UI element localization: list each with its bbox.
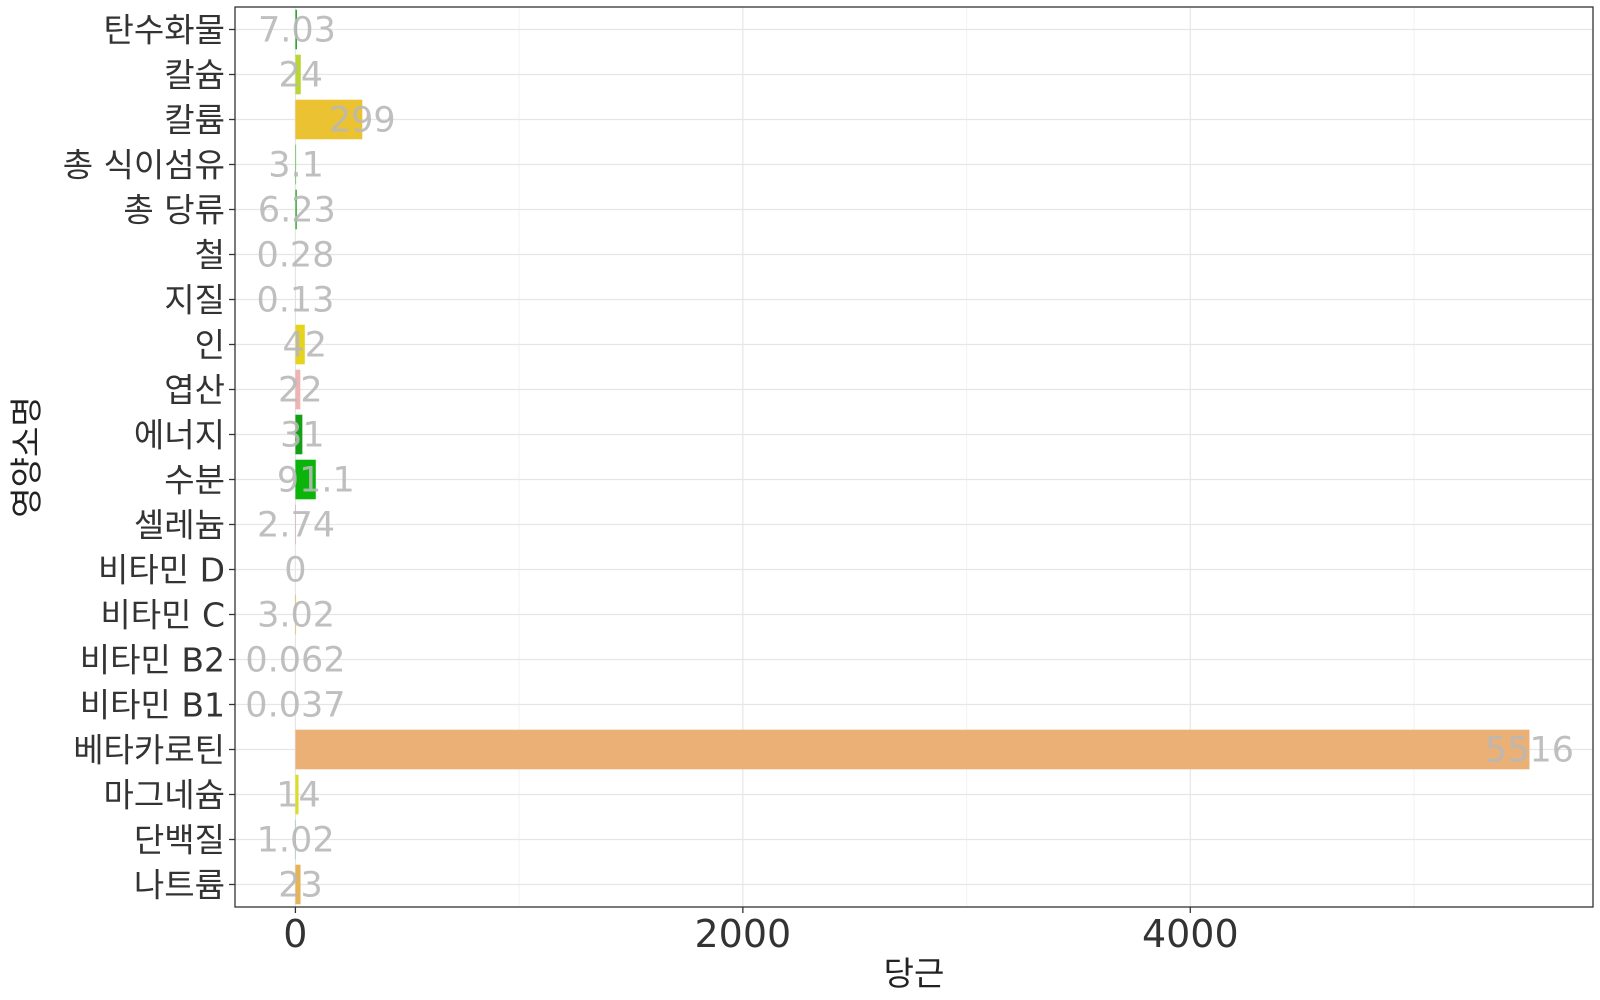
bar xyxy=(295,144,297,185)
bar xyxy=(295,774,299,815)
plot-panel-border xyxy=(234,6,1594,908)
bar xyxy=(295,459,316,500)
data-label: 299 xyxy=(329,101,396,141)
y-tick-label: 비타민 C xyxy=(100,596,225,635)
data-label: 91.1 xyxy=(277,461,355,501)
data-label: 0.13 xyxy=(256,281,334,321)
y-tick-label: 셀레늄 xyxy=(134,506,225,545)
y-tick-label: 총 당류 xyxy=(123,191,225,230)
bars xyxy=(295,9,1530,905)
bar xyxy=(295,864,301,905)
y-tick-label: 에너지 xyxy=(134,416,225,455)
x-tick-label: 2000 xyxy=(694,912,791,956)
y-tick-label: 칼륨 xyxy=(164,101,225,140)
bar xyxy=(295,9,297,50)
data-label: 42 xyxy=(283,326,328,366)
x-axis-title: 당근 xyxy=(884,954,945,993)
y-tick-label: 칼슘 xyxy=(164,56,225,95)
bar xyxy=(295,504,297,545)
bar xyxy=(295,54,301,95)
data-label: 0.28 xyxy=(256,236,334,276)
y-tick-label: 비타민 B1 xyxy=(80,686,225,725)
y-axis-title: 영양소명 xyxy=(7,396,46,517)
y-tick-label: 수분 xyxy=(164,461,225,500)
x-tick-label: 0 xyxy=(283,912,307,956)
bar xyxy=(295,594,297,635)
bar xyxy=(295,369,301,410)
data-label: 23 xyxy=(278,866,323,906)
y-tick-label: 철 xyxy=(195,236,225,275)
y-tick-label: 베타카로틴 xyxy=(73,731,225,770)
y-tick-label: 지질 xyxy=(164,281,225,320)
data-label: 3.02 xyxy=(257,596,335,636)
data-label: 1.02 xyxy=(257,821,335,861)
y-tick-label: 나트륨 xyxy=(134,866,225,905)
y-tick-label: 마그네슘 xyxy=(104,776,225,815)
x-axis-ticks: 0 2000 4000 xyxy=(283,907,1239,956)
y-tick-label: 인 xyxy=(195,326,225,365)
y-tick-label: 단백질 xyxy=(134,821,225,860)
data-label: 0.037 xyxy=(245,686,345,726)
data-label: 3.1 xyxy=(268,146,324,186)
bar xyxy=(295,189,297,230)
y-tick-label: 비타민 B2 xyxy=(80,641,225,680)
data-label: 5516 xyxy=(1485,731,1574,771)
data-label: 0.062 xyxy=(245,641,345,681)
bar xyxy=(295,324,305,365)
bar xyxy=(295,729,1530,770)
y-tick-label: 비타민 D xyxy=(98,551,225,590)
y-tick-label: 엽산 xyxy=(164,371,225,410)
data-label: 0 xyxy=(284,551,306,591)
bar xyxy=(295,414,303,455)
data-label: 6.23 xyxy=(258,191,336,231)
data-label: 2.74 xyxy=(257,506,335,546)
data-label: 31 xyxy=(280,416,325,456)
y-tick-label: 탄수화물 xyxy=(104,11,225,50)
data-label: 22 xyxy=(278,371,323,411)
bar xyxy=(295,99,363,140)
data-label: 7.03 xyxy=(258,11,336,51)
x-tick-label: 4000 xyxy=(1142,912,1239,956)
y-tick-label: 총 식이섬유 xyxy=(63,146,225,185)
data-label: 24 xyxy=(279,56,324,96)
data-label: 14 xyxy=(276,776,321,816)
